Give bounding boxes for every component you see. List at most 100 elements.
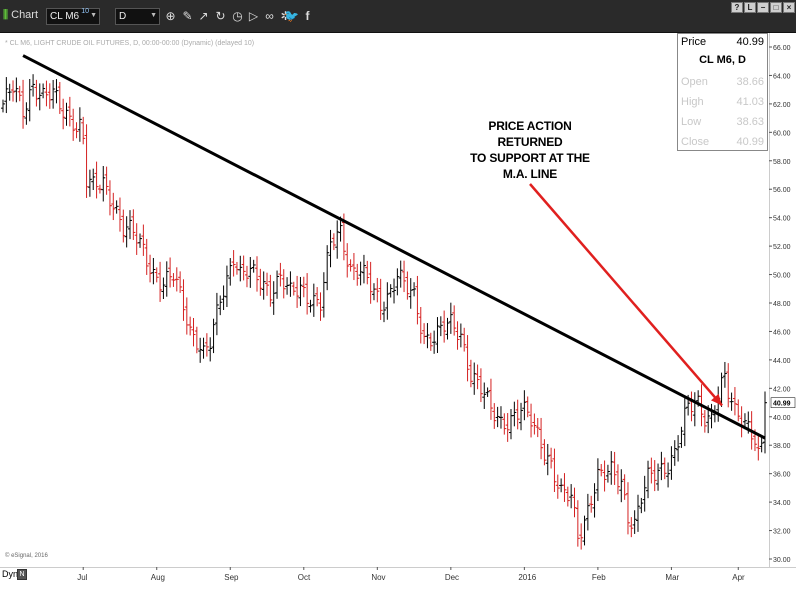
ohlc-bar: [71, 108, 76, 141]
ohlc-bar: [128, 210, 132, 240]
interval-value: D: [119, 11, 127, 22]
y-tick-label: 48.00: [773, 301, 791, 308]
ohlc-bar: [659, 451, 664, 481]
ohlc-bar: [94, 161, 99, 199]
clock-icon[interactable]: ◷: [232, 9, 243, 23]
ohlc-bar: [291, 281, 296, 296]
link-icon[interactable]: ∞: [265, 9, 274, 23]
ohlc-bar: [201, 337, 206, 359]
ohlc-bar: [468, 359, 473, 388]
ohlc-bar: [111, 192, 116, 221]
ohlc-bar: [97, 184, 102, 194]
ohlc-bar: [555, 474, 560, 499]
ohlc-bar: [672, 440, 677, 466]
ohlc-bar: [241, 255, 246, 281]
ohlc-bar: [141, 224, 146, 256]
y-tick-label: 64.00: [773, 73, 791, 80]
chevron-down-icon[interactable]: ▼: [90, 12, 97, 19]
ohlc-bar: [315, 287, 320, 307]
ohlc-bar: [405, 271, 410, 300]
ohlc-bar: [131, 209, 136, 240]
twitter-icon[interactable]: 🐦: [284, 9, 299, 23]
ohlc-bar: [51, 80, 56, 109]
cursor-icon[interactable]: ↗: [198, 9, 209, 23]
ohlc-bar: [178, 271, 183, 293]
ohlc-bar: [64, 102, 69, 126]
ohlc-bar: [261, 271, 266, 300]
ohlc-bar: [599, 463, 604, 477]
ohlc-bar: [382, 301, 386, 323]
ohlc-bar: [589, 495, 594, 513]
maximize-button[interactable]: □: [770, 2, 782, 13]
y-tick-label: 66.00: [773, 45, 791, 52]
chevron-down-icon[interactable]: ▼: [150, 12, 157, 19]
ohlc-bar: [11, 80, 16, 102]
ohlc-bar: [415, 275, 420, 325]
help-button[interactable]: ?: [731, 2, 743, 13]
high-label: High: [681, 96, 704, 108]
ohlc-bar: [445, 317, 450, 340]
ohlc-bar: [458, 323, 463, 348]
chart-plot-area[interactable]: [0, 33, 769, 567]
ohlc-bar: [519, 402, 524, 431]
last-price-marker: [770, 397, 796, 408]
play-icon[interactable]: ▷: [248, 9, 259, 23]
ohlc-bar: [702, 410, 707, 433]
facebook-icon[interactable]: f: [305, 9, 310, 23]
ohlc-bar: [535, 417, 540, 438]
ohlc-bar: [595, 458, 600, 502]
ohlc-bar: [248, 256, 253, 288]
ohlc-bar: [1, 99, 5, 113]
x-tick-label: Jul: [77, 573, 87, 582]
open-label: Open: [681, 76, 708, 88]
ohlc-bar: [31, 74, 36, 97]
ohlc-bar: [121, 209, 126, 243]
ohlc-bar: [408, 278, 413, 309]
zoom-icon[interactable]: ⊕: [165, 9, 176, 23]
ohlc-bar: [54, 79, 59, 104]
minimize-button[interactable]: −: [757, 2, 769, 13]
annotation-line-3: M.A. LINE: [502, 167, 558, 181]
ohlc-bar: [525, 396, 530, 418]
gear-icon[interactable]: ✲: [280, 9, 291, 23]
time-axis[interactable]: [0, 567, 796, 589]
ohlc-bar: [318, 292, 323, 321]
link-button[interactable]: L: [744, 2, 756, 13]
ohlc-bar: [208, 337, 213, 362]
y-tick-label: 60.00: [773, 130, 791, 137]
ohlc-bar: [575, 500, 580, 547]
ohlc-bar: [154, 267, 159, 283]
ohlc-bar: [204, 333, 209, 357]
ohlc-bar: [221, 285, 226, 311]
interval-select[interactable]: D ▼: [115, 8, 160, 25]
price-axis[interactable]: [769, 33, 796, 567]
ohlc-bar: [679, 426, 684, 448]
ohlc-bar: [174, 267, 179, 292]
close-button[interactable]: ×: [783, 2, 795, 13]
low-value: 38.63: [736, 116, 764, 128]
price-value: 40.99: [736, 36, 764, 48]
ohlc-bar: [144, 238, 149, 275]
x-tick-label: Dec: [445, 573, 459, 582]
ohlc-bar: [104, 166, 109, 195]
toolbar: ⫼ Chart CL M6 10 ▼ D ▼ ⊕ ✎ ↗ ↻ ◷ ▷ ∞ ✲ 🐦 f …: [0, 0, 796, 33]
ohlc-bar: [585, 493, 590, 531]
mode-toggle-button[interactable]: N: [17, 569, 27, 580]
ohlc-bar: [639, 497, 644, 514]
ohlc-bar: [398, 260, 403, 288]
ohlc-bar: [148, 254, 153, 283]
ohlc-bar: [662, 457, 667, 480]
ohlc-bar: [47, 83, 52, 109]
app-logo-icon: ⫼: [3, 9, 9, 21]
trendline: [22, 54, 766, 440]
ohlc-bar: [395, 268, 400, 296]
annotation-arrow-line: [529, 183, 723, 407]
ohlc-bar: [224, 265, 229, 308]
ohlc-bar: [348, 259, 353, 272]
ohlc-bar: [509, 408, 513, 440]
pencil-icon[interactable]: ✎: [182, 9, 193, 23]
refresh-icon[interactable]: ↻: [215, 9, 226, 23]
x-tick-label: Oct: [298, 573, 311, 582]
symbol-input[interactable]: CL M6 10 ▼: [46, 8, 100, 25]
ohlc-bar: [305, 273, 310, 315]
